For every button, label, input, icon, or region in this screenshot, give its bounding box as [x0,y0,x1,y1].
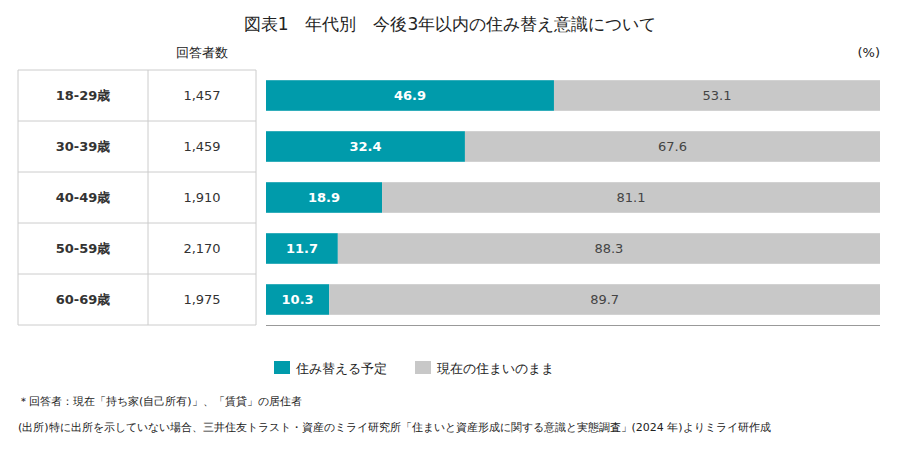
data-label: 18.9 [308,190,340,205]
bar-segment [266,131,465,162]
data-label: 32.4 [349,139,381,154]
bar-segment [266,182,382,213]
data-label: 89.7 [590,292,619,307]
respondent-count: 1,910 [183,190,220,205]
table-line [18,121,256,122]
category-label: 40-49歳 [56,190,111,205]
respondent-count: 1,459 [183,139,220,154]
bar-segment [465,131,880,162]
table: 18-29歳 1,457 30-39歳 1,459 40-49歳 1,910 50-59歳 2… [18,70,256,325]
table-line [256,70,257,325]
respondent-count: 2,170 [183,241,220,256]
table-line [18,70,19,325]
footnote: ＊回答者：現在「持ち家(自己所有)」、「賃貸」の居住者 [18,395,302,408]
table-line [18,325,256,326]
legend-entry: 現在の住まいのまま [437,361,554,376]
legend: 住み替える予定 現在の住まいのまま [274,361,554,376]
data-label: 81.1 [617,190,646,205]
column-header: 回答者数 [176,45,228,60]
category-label: 50-59歳 [56,241,111,256]
respondent-count: 1,457 [183,88,220,103]
chart: 図表1 年代別 今後3年以内の住み替え意識について回答者数 (%) 18-29歳 1,… [0,0,900,454]
table-line [18,274,256,275]
category-label: 60-69歳 [56,292,111,307]
data-label: 11.7 [286,241,318,256]
legend-swatch [415,361,431,374]
table-line [148,70,149,325]
x-axis-line [266,325,880,326]
data-label: 88.3 [594,241,623,256]
data-label: 46.9 [394,88,426,103]
bar-segment [266,233,338,264]
bars [266,80,880,315]
data-labels: 46.9 53.1 32.4 67.6 18.9 81.1 11.7 88.3 10.3 89.7 [282,88,732,307]
bar-segment [266,80,554,111]
legend-entry: 住み替える予定 [295,361,387,376]
bar-segment [329,284,880,315]
table-line [18,70,256,71]
category-label: 30-39歳 [56,139,111,154]
table-line [18,172,256,173]
bar-segment [554,80,880,111]
category-label: 18-29歳 [56,88,111,103]
legend-swatch [274,361,290,374]
bar-segment [382,182,880,213]
footnote: (出所)特に出所を示していない場合、三井住友トラスト・資産のミライ研究所「住まい… [18,421,771,434]
bar-segment [266,284,329,315]
title: 図表1 年代別 今後3年以内の住み替え意識について [244,14,657,34]
data-label: 10.3 [282,292,314,307]
data-label: 67.6 [658,139,687,154]
data-label: 53.1 [703,88,732,103]
bar-segment [338,233,880,264]
table-line [18,223,256,224]
axis-label: (%) [858,45,881,60]
respondent-count: 1,975 [183,292,220,307]
